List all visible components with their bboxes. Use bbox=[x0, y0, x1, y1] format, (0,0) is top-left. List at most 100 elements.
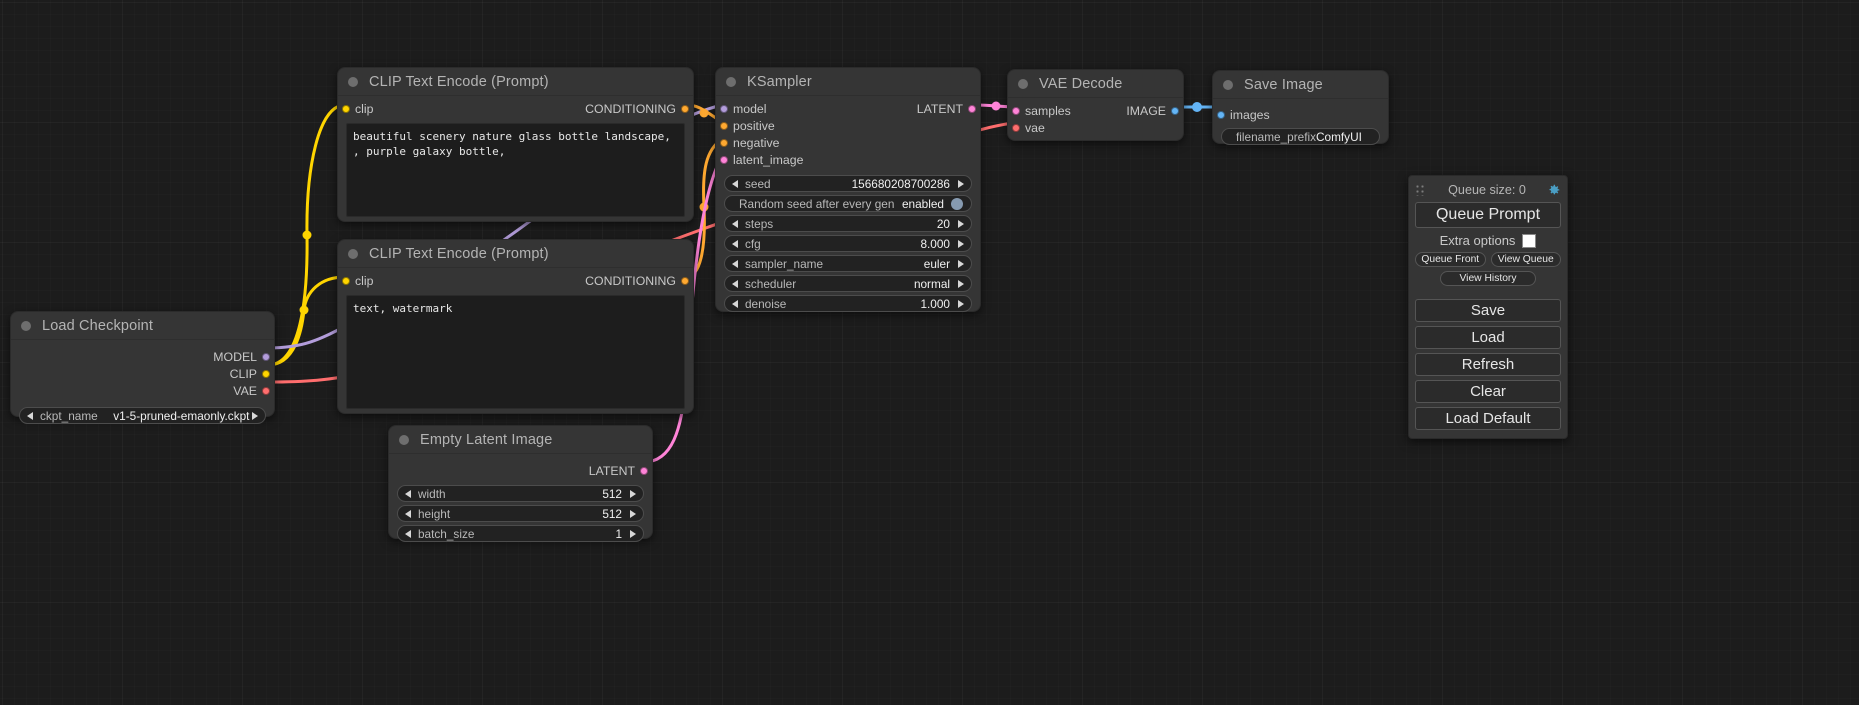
port-dot-vae[interactable] bbox=[1012, 123, 1020, 132]
decrement-arrow-icon[interactable] bbox=[732, 239, 738, 248]
collapse-icon[interactable] bbox=[399, 434, 409, 445]
queue-prompt-button[interactable]: Queue Prompt bbox=[1415, 202, 1561, 228]
load-default-button[interactable]: Load Default bbox=[1415, 407, 1561, 430]
port-dot-clip[interactable] bbox=[342, 104, 350, 113]
port-dot-conditioning[interactable] bbox=[681, 104, 689, 113]
node-title-bar[interactable]: Load Checkpoint bbox=[11, 312, 274, 340]
increment-arrow-icon[interactable] bbox=[630, 509, 636, 518]
node-title-bar[interactable]: CLIP Text Encode (Prompt) bbox=[338, 68, 693, 96]
widget-scheduler[interactable]: scheduler normal bbox=[724, 275, 972, 292]
increment-arrow-icon[interactable] bbox=[958, 179, 964, 188]
collapse-icon[interactable] bbox=[348, 76, 358, 87]
collapse-icon[interactable] bbox=[1018, 78, 1028, 89]
view-history-button[interactable]: View History bbox=[1440, 271, 1536, 286]
node-title-bar[interactable]: Empty Latent Image bbox=[389, 426, 652, 454]
output-slot-latent[interactable]: LATENT bbox=[389, 462, 652, 479]
clear-button[interactable]: Clear bbox=[1415, 380, 1561, 403]
node-title-bar[interactable]: CLIP Text Encode (Prompt) bbox=[338, 240, 693, 268]
increment-arrow-icon[interactable] bbox=[958, 239, 964, 248]
input-slot-negative[interactable]: negative bbox=[716, 134, 780, 151]
increment-arrow-icon[interactable] bbox=[958, 219, 964, 228]
queue-front-button[interactable]: Queue Front bbox=[1415, 252, 1486, 267]
widget-seed[interactable]: seed 156680208700286 bbox=[724, 175, 972, 192]
port-dot-images[interactable] bbox=[1217, 110, 1225, 119]
port-dot-positive[interactable] bbox=[720, 121, 728, 130]
node-clip-text-encode-positive[interactable]: CLIP Text Encode (Prompt) clip CONDITION… bbox=[337, 67, 694, 222]
port-dot-latent[interactable] bbox=[640, 466, 648, 475]
input-slot-model[interactable]: model bbox=[716, 100, 767, 117]
decrement-arrow-icon[interactable] bbox=[405, 489, 411, 498]
previous-arrow-icon[interactable] bbox=[732, 279, 738, 288]
node-clip-text-encode-negative[interactable]: CLIP Text Encode (Prompt) clip CONDITION… bbox=[337, 239, 694, 414]
collapse-icon[interactable] bbox=[1223, 79, 1233, 90]
widget-random-seed-toggle[interactable]: Random seed after every gen enabled bbox=[724, 195, 972, 212]
extra-options-checkbox[interactable] bbox=[1522, 233, 1537, 248]
widget-steps[interactable]: steps 20 bbox=[724, 215, 972, 232]
collapse-icon[interactable] bbox=[21, 320, 31, 331]
drag-handle-icon[interactable] bbox=[1415, 184, 1425, 196]
next-arrow-icon[interactable] bbox=[252, 411, 258, 420]
node-title-bar[interactable]: Save Image bbox=[1213, 71, 1388, 99]
comfy-menu-panel[interactable]: Queue size: 0 Queue Prompt Extra options… bbox=[1408, 175, 1568, 439]
increment-arrow-icon[interactable] bbox=[630, 529, 636, 538]
input-slot-latent-image[interactable]: latent_image bbox=[716, 151, 803, 168]
port-dot-latent[interactable] bbox=[968, 104, 976, 113]
decrement-arrow-icon[interactable] bbox=[732, 299, 738, 308]
decrement-arrow-icon[interactable] bbox=[732, 179, 738, 188]
widget-denoise[interactable]: denoise 1.000 bbox=[724, 295, 972, 312]
node-save-image[interactable]: Save Image images filename_prefix ComfyU… bbox=[1212, 70, 1389, 145]
port-dot-negative[interactable] bbox=[720, 138, 728, 147]
decrement-arrow-icon[interactable] bbox=[405, 509, 411, 518]
port-dot-model[interactable] bbox=[262, 352, 270, 361]
node-vae-decode[interactable]: VAE Decode samples IMAGE vae bbox=[1007, 69, 1184, 141]
previous-arrow-icon[interactable] bbox=[27, 411, 33, 420]
port-dot-vae[interactable] bbox=[262, 386, 270, 395]
output-slot-image[interactable]: IMAGE bbox=[1126, 102, 1183, 119]
node-ksampler[interactable]: KSampler model LATENT positive negat bbox=[715, 67, 981, 312]
previous-arrow-icon[interactable] bbox=[732, 259, 738, 268]
prompt-textarea-positive[interactable]: beautiful scenery nature glass bottle la… bbox=[346, 123, 685, 217]
load-button[interactable]: Load bbox=[1415, 326, 1561, 349]
output-slot-model[interactable]: MODEL bbox=[11, 348, 274, 365]
output-slot-conditioning[interactable]: CONDITIONING bbox=[585, 272, 693, 289]
input-slot-samples[interactable]: samples bbox=[1008, 102, 1071, 119]
node-title-bar[interactable]: VAE Decode bbox=[1008, 70, 1183, 98]
toggle-knob-icon[interactable] bbox=[951, 197, 963, 210]
extra-options-row[interactable]: Extra options bbox=[1415, 233, 1561, 248]
save-button[interactable]: Save bbox=[1415, 299, 1561, 322]
increment-arrow-icon[interactable] bbox=[958, 299, 964, 308]
output-slot-clip[interactable]: CLIP bbox=[11, 365, 274, 382]
next-arrow-icon[interactable] bbox=[958, 279, 964, 288]
widget-height[interactable]: height 512 bbox=[397, 505, 644, 522]
output-slot-vae[interactable]: VAE bbox=[11, 382, 274, 399]
input-slot-images[interactable]: images bbox=[1213, 106, 1388, 123]
port-dot-samples[interactable] bbox=[1012, 106, 1020, 115]
widget-sampler-name[interactable]: sampler_name euler bbox=[724, 255, 972, 272]
input-slot-vae[interactable]: vae bbox=[1008, 119, 1045, 136]
port-dot-model[interactable] bbox=[720, 104, 728, 113]
collapse-icon[interactable] bbox=[726, 76, 736, 87]
port-dot-conditioning[interactable] bbox=[681, 276, 689, 285]
prompt-textarea-negative[interactable]: text, watermark bbox=[346, 295, 685, 409]
node-title-bar[interactable]: KSampler bbox=[716, 68, 980, 96]
input-slot-clip[interactable]: clip bbox=[338, 272, 373, 289]
decrement-arrow-icon[interactable] bbox=[732, 219, 738, 228]
port-dot-clip[interactable] bbox=[342, 276, 350, 285]
widget-cfg[interactable]: cfg 8.000 bbox=[724, 235, 972, 252]
widget-filename-prefix[interactable]: filename_prefix ComfyUI bbox=[1221, 128, 1380, 145]
input-slot-positive[interactable]: positive bbox=[716, 117, 775, 134]
next-arrow-icon[interactable] bbox=[958, 259, 964, 268]
input-slot-clip[interactable]: clip bbox=[338, 100, 373, 117]
output-slot-conditioning[interactable]: CONDITIONING bbox=[585, 100, 693, 117]
node-empty-latent-image[interactable]: Empty Latent Image LATENT width 512 heig… bbox=[388, 425, 653, 542]
widget-ckpt-name[interactable]: ckpt_name v1-5-pruned-emaonly.ckpt bbox=[19, 407, 266, 424]
view-queue-button[interactable]: View Queue bbox=[1490, 252, 1561, 267]
gear-icon[interactable] bbox=[1547, 183, 1561, 197]
node-load-checkpoint[interactable]: Load Checkpoint MODEL CLIP VAE ckpt_name… bbox=[10, 311, 275, 424]
port-dot-latent-image[interactable] bbox=[720, 155, 728, 164]
widget-width[interactable]: width 512 bbox=[397, 485, 644, 502]
decrement-arrow-icon[interactable] bbox=[405, 529, 411, 538]
widget-batch-size[interactable]: batch_size 1 bbox=[397, 525, 644, 542]
increment-arrow-icon[interactable] bbox=[630, 489, 636, 498]
output-slot-latent[interactable]: LATENT bbox=[917, 100, 980, 117]
